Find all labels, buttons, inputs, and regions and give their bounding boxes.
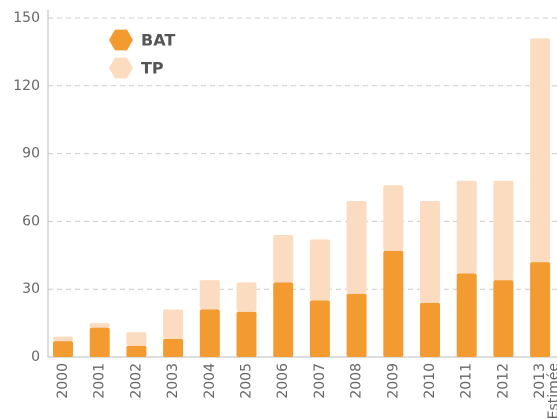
x-tick-label: 2002 (128, 363, 144, 399)
bar-segment (273, 282, 294, 357)
bar-segment (456, 273, 477, 357)
legend-swatch (109, 29, 133, 51)
y-tick-label: 150 (13, 10, 40, 26)
x-tick-label: 2011 (459, 363, 475, 399)
x-tick-label: 2009 (385, 363, 401, 399)
bar-segment (420, 302, 440, 357)
bar-segment (493, 180, 514, 281)
bar-segment (530, 262, 551, 357)
legend: BAT TP (109, 29, 175, 79)
x-tick-label: 2008 (349, 363, 365, 399)
x-tick-label: 2012 (495, 363, 511, 399)
bar-segment (89, 327, 110, 357)
y-tick-label: 60 (22, 213, 40, 229)
bar-segment (383, 185, 404, 251)
bar-segment (493, 280, 514, 357)
bar-segment (199, 309, 220, 357)
y-tick-label: 30 (22, 281, 40, 297)
legend-swatch (109, 57, 133, 79)
x-tick-label: 2003 (165, 363, 181, 399)
bar-segment (89, 323, 110, 328)
x-tick-label: 2000 (55, 363, 71, 399)
bar-segment (309, 300, 330, 357)
bar-segment (199, 280, 220, 310)
bar-segment (163, 309, 184, 339)
bar-segment (53, 336, 73, 342)
bar-segment (530, 38, 551, 263)
bar-segment (346, 293, 367, 357)
x-tick-label: 2010 (422, 363, 438, 399)
x-tick-label: 2006 (275, 363, 291, 399)
bar-segment (163, 338, 184, 357)
bar-segment (236, 311, 257, 357)
bar-segment (420, 201, 440, 303)
x-annotation: Estimée (546, 363, 557, 419)
legend-label: TP (141, 59, 164, 78)
x-tick-label: 2013 (532, 363, 548, 399)
bar-segment (53, 341, 73, 357)
bar-segment (126, 332, 147, 346)
bar-segment (236, 282, 257, 312)
y-tick-label: 0 (31, 349, 40, 365)
bar-segment (383, 250, 404, 357)
bar-segment (456, 180, 477, 274)
x-tick-label: 2001 (92, 363, 108, 399)
x-tick-label: 2004 (202, 363, 218, 399)
x-tick-label: 2007 (312, 363, 328, 399)
y-tick-label: 90 (22, 146, 40, 162)
bar-segment (346, 201, 367, 294)
x-tick-label: 2005 (239, 363, 255, 399)
bar-segment (309, 239, 330, 301)
bar-segment (273, 234, 294, 283)
y-tick-label: 120 (13, 78, 40, 94)
legend-label: BAT (141, 31, 175, 50)
bar-segment (126, 345, 147, 357)
